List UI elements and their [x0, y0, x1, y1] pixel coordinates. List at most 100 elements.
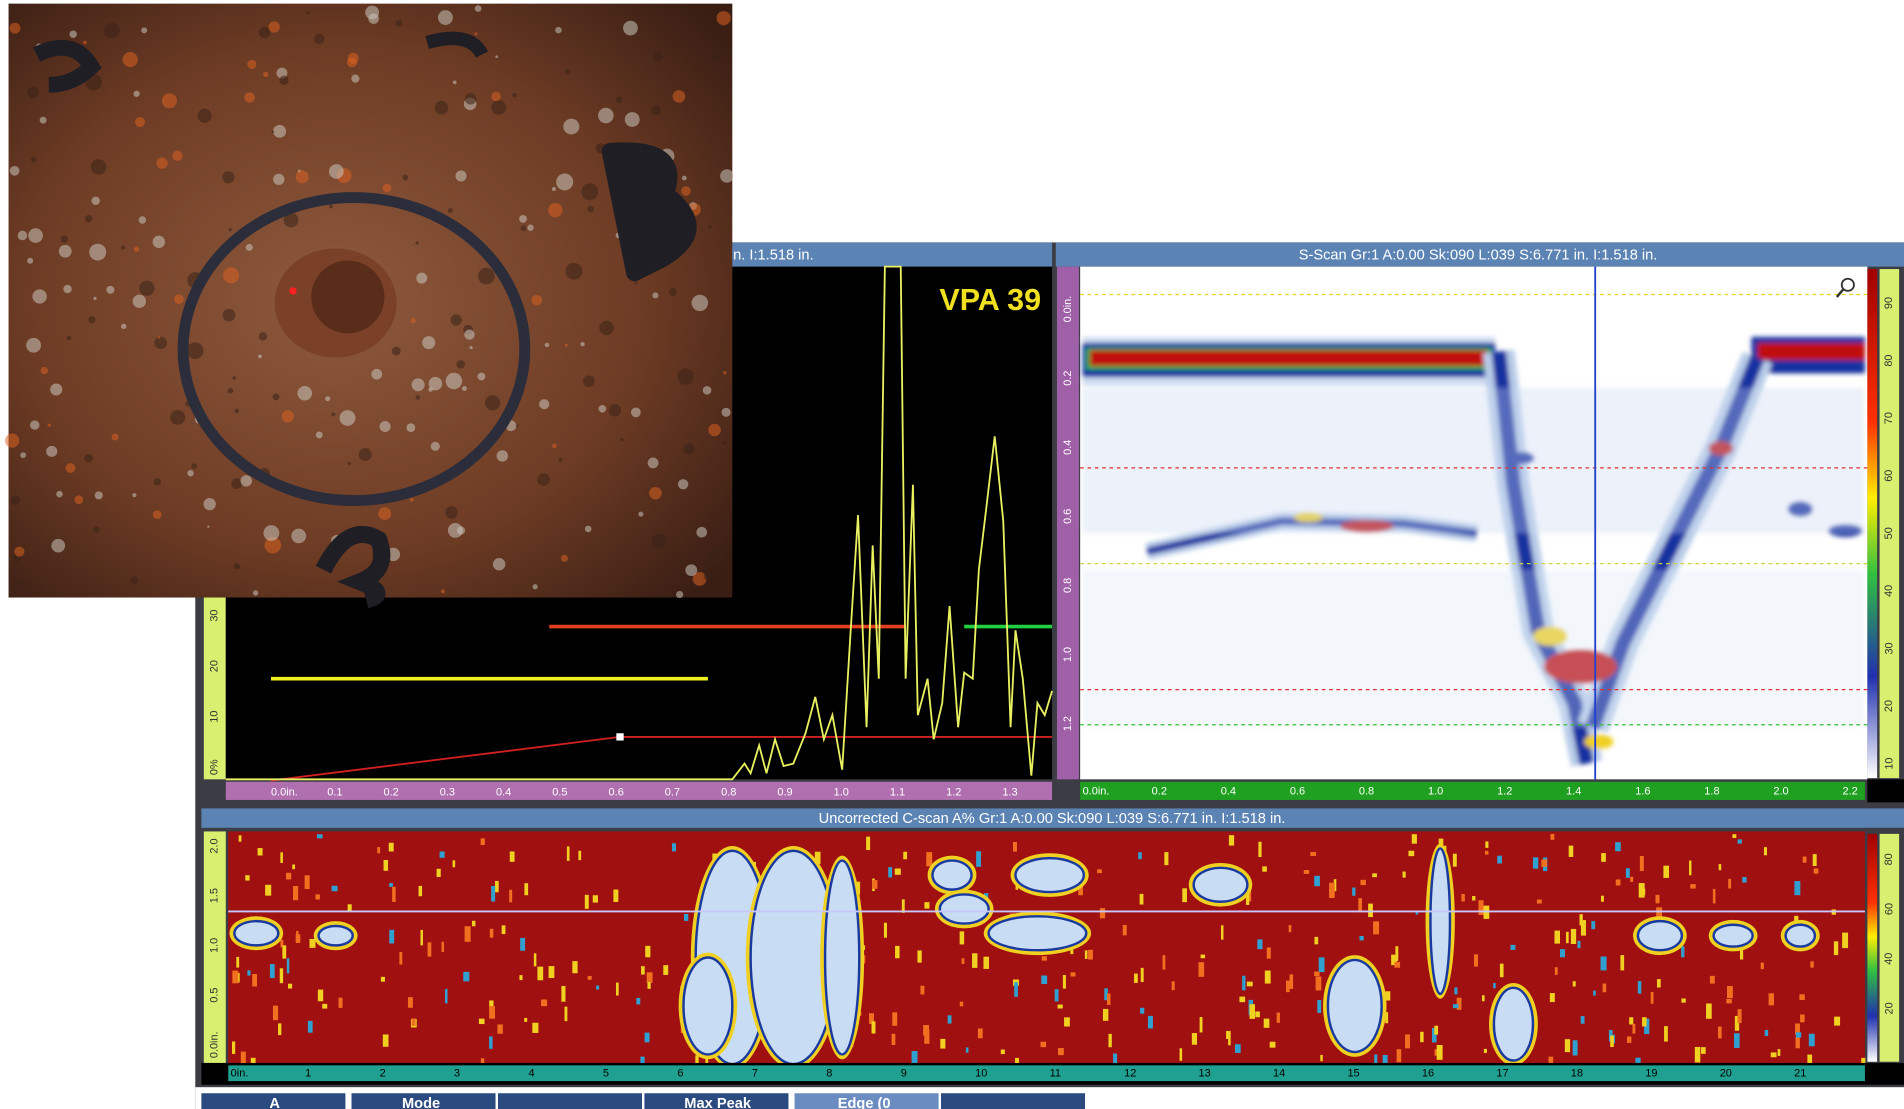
x-tick-label: 1.3	[1002, 787, 1017, 799]
c-speckle	[1434, 1049, 1438, 1056]
c-speckle	[947, 1015, 952, 1024]
photo-speckle	[544, 342, 550, 348]
y-tick-label: 40	[1883, 585, 1895, 597]
c-speckle	[1577, 940, 1581, 949]
c-speckle	[1812, 854, 1817, 867]
photo-speckle	[32, 289, 47, 304]
y-tick-label: 70	[1883, 412, 1895, 424]
c-speckle	[959, 931, 965, 945]
c-speckle	[382, 1034, 389, 1047]
c-speckle	[1242, 975, 1246, 991]
c-speckle	[278, 1023, 282, 1036]
photo-speckle	[696, 526, 708, 538]
photo-speckle	[244, 92, 255, 103]
x-tick-label: 0.9	[777, 787, 792, 799]
c-speckle	[286, 872, 292, 880]
photo-speckle	[240, 475, 252, 487]
tab[interactable]	[794, 1093, 939, 1109]
photo-speckle	[156, 157, 168, 169]
photo-speckle	[94, 491, 103, 500]
y-tick-label: 40	[1883, 953, 1895, 965]
c-speckle	[1795, 1037, 1800, 1049]
c-speckle	[383, 859, 389, 871]
c-speckle	[377, 847, 381, 854]
tab[interactable]	[497, 1093, 642, 1109]
tab[interactable]	[644, 1093, 789, 1109]
c-speckle	[1395, 946, 1399, 961]
photo-speckle	[681, 175, 687, 181]
photo-speckle	[258, 26, 271, 39]
photo-speckle	[60, 235, 68, 243]
c-speckle	[923, 1024, 930, 1036]
c-speckle	[1054, 989, 1059, 1002]
photo-speckle	[65, 463, 76, 473]
c-scan-image	[229, 833, 1866, 1071]
c-speckle	[1681, 946, 1685, 958]
c-speckle	[892, 1012, 898, 1026]
c-speckle	[309, 938, 316, 948]
c-speckle	[519, 975, 523, 981]
photo-speckle	[410, 317, 416, 324]
photo-speckle	[512, 92, 517, 98]
photo-speckle	[106, 285, 115, 294]
c-speckle	[489, 1000, 494, 1010]
photo-speckle	[306, 10, 310, 15]
tab[interactable]	[351, 1093, 496, 1109]
c-speckle	[509, 889, 513, 903]
c-speckle	[1568, 845, 1574, 857]
c-speckle	[1813, 868, 1819, 874]
photo-speckle	[9, 22, 21, 34]
photo-speckle	[428, 376, 443, 391]
x-tick-label: 0.0in.	[271, 787, 298, 799]
x-tick-label: 1.6	[1635, 785, 1650, 797]
zoom-icon[interactable]	[1835, 277, 1855, 298]
c-speckle	[1041, 956, 1047, 961]
c-speckle	[1408, 850, 1415, 857]
photo-speckle	[415, 395, 421, 400]
photo-speckle	[232, 376, 237, 380]
c-speckle	[1833, 941, 1839, 956]
c-speckle	[1579, 914, 1583, 926]
tab[interactable]	[941, 1093, 1086, 1109]
photo-speckle	[484, 395, 501, 411]
photo-speckle	[51, 538, 66, 553]
s-scan-axis-strip	[1080, 781, 1865, 800]
c-speckle	[976, 851, 981, 867]
x-tick-label: 1.0	[834, 787, 849, 799]
photo-speckle	[456, 526, 466, 535]
photo-speckle	[652, 51, 663, 62]
x-tick-label: 12	[1124, 1068, 1136, 1080]
c-speckle	[983, 956, 990, 969]
c-speckle	[257, 848, 263, 856]
tab[interactable]	[201, 1093, 346, 1109]
c-speckle	[286, 958, 290, 974]
photo-speckle	[46, 445, 58, 457]
c-speckle	[1742, 877, 1747, 883]
c-speckle	[1228, 835, 1235, 846]
c-speckle	[389, 883, 393, 887]
photo-speckle	[434, 100, 449, 115]
c-speckle	[1314, 875, 1320, 887]
c-speckle	[427, 942, 432, 957]
c-speckle	[411, 1018, 416, 1026]
photo-speckle	[27, 257, 34, 264]
photo-speckle	[455, 170, 467, 182]
c-speckle	[1138, 852, 1142, 860]
photo-speckle	[172, 150, 183, 161]
y-tick-label: 80	[1883, 853, 1895, 865]
c-speckle	[1602, 983, 1607, 993]
photo-speckle	[39, 116, 47, 124]
x-tick-label: 0.8	[1359, 785, 1374, 797]
photo-speckle	[58, 244, 72, 258]
c-speckle	[501, 925, 506, 935]
x-tick-label: 1	[305, 1068, 311, 1080]
y-tick-label: 90	[1883, 297, 1895, 309]
x-tick-label: 18	[1571, 1068, 1583, 1080]
c-speckle	[1276, 1012, 1280, 1023]
c-speckle	[1317, 999, 1322, 1013]
c-speckle	[1104, 988, 1108, 1001]
s-scan-header: S-Scan Gr:1 A:0.00 Sk:090 L:039 S:6.771 …	[1299, 248, 1658, 264]
photo-speckle	[411, 378, 425, 392]
c-speckle	[903, 851, 908, 860]
c-speckle	[1013, 842, 1017, 852]
